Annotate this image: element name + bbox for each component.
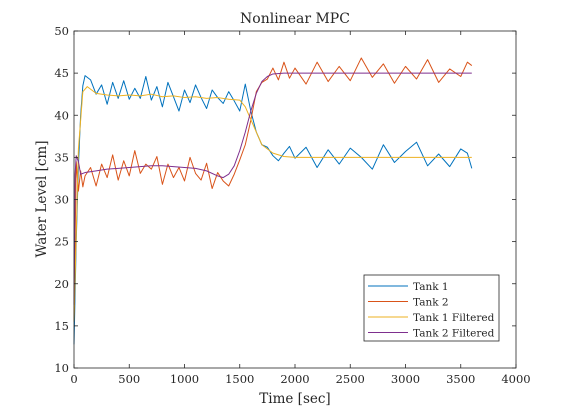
x-tick-label: 3500 [446,372,475,386]
x-tick-label: 2500 [336,372,365,386]
y-tick-label: 10 [54,361,69,375]
legend-label-0: Tank 1 [413,281,449,293]
x-tick-label: 3000 [391,372,420,386]
legend-label-3: Tank 2 Filtered [413,328,495,340]
y-tick-label: 40 [54,108,69,122]
legend-label-1: Tank 2 [413,297,449,309]
legend: Tank 1 Tank 2 Tank 1 Filtered Tank 2 Filter… [364,275,499,341]
legend-label-2: Tank 1 Filtered [413,312,495,324]
x-tick-label: 2000 [280,372,309,386]
y-tick-label: 45 [54,66,69,80]
y-tick-label: 25 [54,235,69,249]
x-axis-label: Time [sec] [259,391,330,407]
x-tick-label: 4000 [501,372,530,386]
y-tick-label: 35 [54,150,69,164]
x-tick-label: 1000 [170,372,199,386]
x-tick-label: 500 [118,372,140,386]
x-tick-label: 1500 [225,372,254,386]
chart-title: Nonlinear MPC [240,11,350,27]
y-tick-label: 15 [54,319,69,333]
y-axis-label: Water Level [cm] [34,141,50,258]
y-tick-label: 20 [54,277,69,291]
y-tick-label: 30 [54,193,69,207]
y-tick-label: 50 [54,24,69,38]
x-tick-label: 0 [70,372,77,386]
